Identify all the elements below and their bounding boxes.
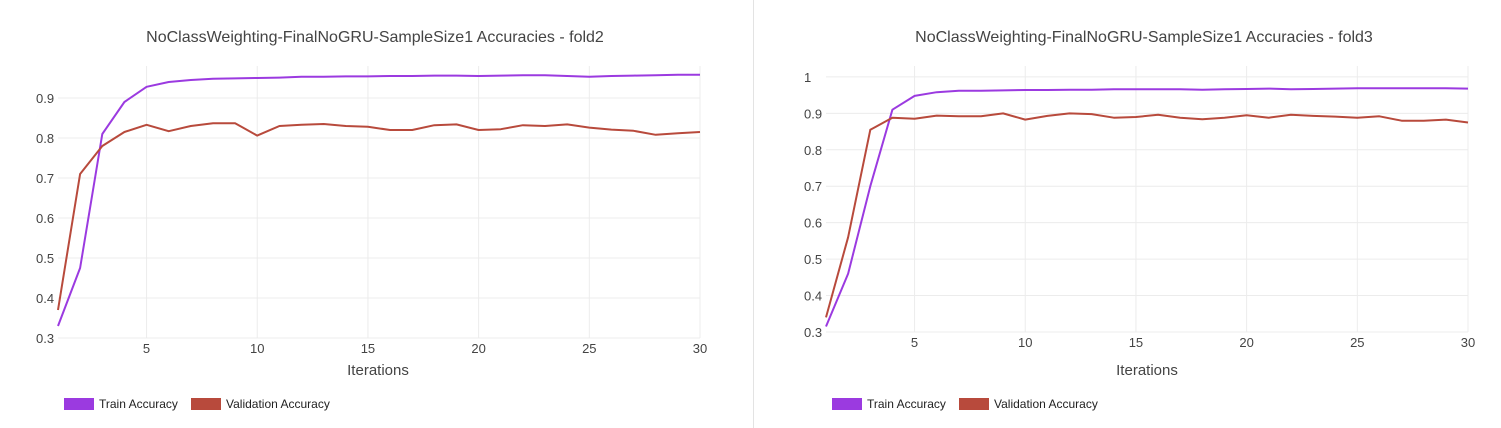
legend-swatch[interactable] [64, 398, 94, 410]
x-tick-label: 20 [1239, 335, 1253, 350]
y-tick-label: 0.8 [804, 143, 822, 158]
x-tick-label: 5 [143, 341, 150, 356]
y-tick-label: 0.4 [804, 289, 822, 304]
y-tick-label: 0.5 [804, 252, 822, 267]
y-tick-label: 0.4 [36, 291, 54, 306]
series-line-validation [825, 112, 1469, 318]
accuracy-chart-fold3: NoClassWeighting-FinalNoGRU-SampleSize1 … [804, 29, 1475, 411]
panel-divider [753, 0, 754, 428]
chart-title: NoClassWeighting-FinalNoGRU-SampleSize1 … [146, 29, 604, 46]
x-tick-label: 5 [911, 335, 918, 350]
y-tick-label: 0.5 [36, 251, 54, 266]
x-axis-title: Iterations [347, 362, 409, 379]
x-tick-label: 25 [1350, 335, 1364, 350]
y-tick-label: 0.8 [36, 131, 54, 146]
series-line-validation [57, 122, 701, 311]
x-tick-label: 20 [471, 341, 485, 356]
y-tick-label: 0.6 [36, 211, 54, 226]
x-tick-label: 10 [1018, 335, 1032, 350]
x-axis-title: Iterations [1116, 362, 1178, 379]
x-tick-label: 30 [1461, 335, 1475, 350]
x-tick-label: 15 [361, 341, 375, 356]
legend-label[interactable]: Validation Accuracy [226, 397, 330, 411]
series-line-train [57, 73, 700, 327]
legend-swatch[interactable] [191, 398, 221, 410]
legend-label[interactable]: Train Accuracy [867, 397, 946, 411]
legend-swatch[interactable] [959, 398, 989, 410]
y-tick-label: 0.3 [36, 331, 54, 346]
chart-panel-fold3: NoClassWeighting-FinalNoGRU-SampleSize1 … [754, 0, 1501, 428]
x-tick-label: 25 [582, 341, 596, 356]
x-tick-label: 10 [250, 341, 264, 356]
legend-label[interactable]: Train Accuracy [99, 397, 178, 411]
legend-label[interactable]: Validation Accuracy [994, 397, 1098, 411]
chart-title: NoClassWeighting-FinalNoGRU-SampleSize1 … [915, 29, 1373, 46]
y-tick-label: 0.9 [36, 91, 54, 106]
y-tick-label: 1 [804, 70, 811, 85]
y-tick-label: 0.7 [804, 179, 822, 194]
y-tick-label: 0.6 [804, 216, 822, 231]
x-tick-label: 30 [693, 341, 707, 356]
y-tick-label: 0.7 [36, 171, 54, 186]
y-tick-label: 0.9 [804, 106, 822, 121]
x-tick-label: 15 [1129, 335, 1143, 350]
chart-panel-fold2: NoClassWeighting-FinalNoGRU-SampleSize1 … [36, 29, 707, 411]
legend-swatch[interactable] [832, 398, 862, 410]
series-line-train [825, 87, 1469, 327]
accuracy-chart-fold2: NoClassWeighting-FinalNoGRU-SampleSize1 … [36, 29, 707, 411]
y-tick-label: 0.3 [804, 325, 822, 340]
